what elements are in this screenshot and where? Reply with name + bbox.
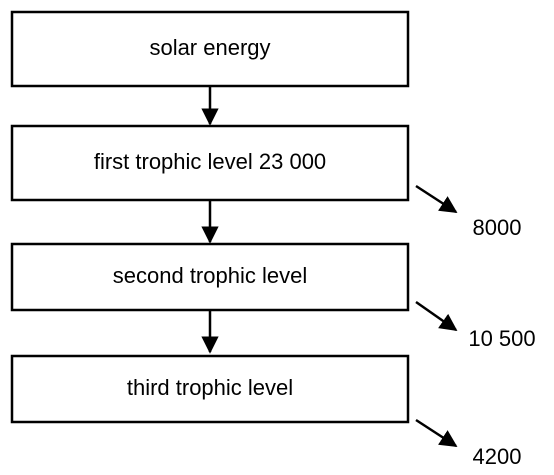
node-label: first trophic level 23 000 [94,149,326,174]
output-arrow [415,184,458,214]
output-label: 4200 [473,444,522,469]
node-box [10,354,410,424]
node-box [10,124,410,202]
output-arrow [415,300,458,332]
node-label: solar energy [149,35,270,60]
node-label: second trophic level [113,263,307,288]
node-box [10,10,410,88]
output-label: 8000 [473,215,522,240]
output-label: 10 500 [468,326,535,351]
output-arrow [415,418,458,448]
node-box [10,242,410,312]
node-label: third trophic level [127,375,293,400]
